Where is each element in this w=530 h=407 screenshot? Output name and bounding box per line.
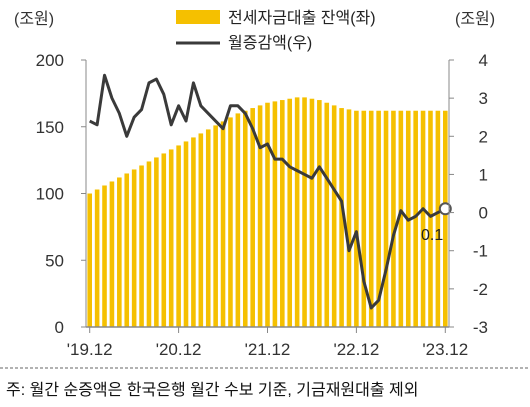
bar [102,185,107,327]
right-axis-unit: (조원) [455,10,495,28]
bar [354,110,359,327]
bar [242,110,248,327]
right-tick-label: -1 [473,242,488,261]
right-tick-label: 0 [479,204,488,223]
left-tick-label: 50 [45,251,64,270]
bar [146,161,152,327]
left-axis-ticks: 0 50 100 150 200 [36,51,86,337]
bar [235,113,241,328]
right-axis-ticks: -3 -2 -1 0 1 2 3 4 [449,51,488,337]
bar [346,109,352,328]
bar [309,98,315,327]
bar-series [87,97,448,328]
bar [317,100,322,327]
bar [368,110,374,327]
x-axis-ticks: '19.12 '20.12 '21.12 '22.12 '23.12 [67,327,468,359]
bar [302,97,307,327]
legend-bar-swatch [176,10,220,24]
bar [391,110,396,327]
bar [205,129,211,327]
bar [257,105,263,327]
bar [331,105,337,327]
line-path [89,73,446,310]
bar [87,193,92,327]
bar [161,153,167,327]
bar [280,100,285,327]
right-tick-label: -3 [473,318,488,337]
bar [265,102,270,327]
legend-line-label: 월증감액(우) [228,34,312,52]
left-tick-label: 0 [55,318,64,337]
legend: 전세자금대출 잔액(좌) 월증감액(우) [176,9,376,52]
right-tick-label: -2 [473,280,488,299]
bar [220,121,226,327]
bar [154,157,159,327]
x-tick-label: '21.12 [245,340,291,359]
x-tick-label: '23.12 [422,340,468,359]
bar [198,133,204,327]
right-tick-label: 2 [479,127,488,146]
bar [435,110,441,327]
bar [339,108,344,327]
annotation-last-value: 0.1 [421,227,443,244]
left-tick-label: 150 [36,118,64,137]
x-tick-label: '20.12 [156,340,202,359]
bar [361,110,367,327]
bar [228,117,233,327]
bar [398,110,404,327]
bar [213,125,218,327]
bar [176,145,181,327]
bar [376,110,381,327]
left-tick-label: 200 [36,51,64,70]
x-tick-label: '22.12 [333,340,379,359]
legend-bar-label: 전세자금대출 잔액(좌) [228,9,376,27]
right-tick-label: 4 [479,51,488,70]
bar [272,101,278,327]
bar [250,108,255,327]
last-point-marker [438,202,452,216]
bar [413,110,418,327]
bar [287,98,293,327]
x-tick-label: '19.12 [67,340,113,359]
footnote: 주: 월간 순증액은 한국은행 월간 수보 기준, 기금재원대출 제외 [6,381,418,399]
bar [139,165,144,327]
bar [117,177,122,327]
bar [294,97,300,327]
bar [109,181,115,327]
bar [168,149,174,327]
left-axis-unit: (조원) [14,10,54,28]
bar [124,173,130,327]
left-tick-label: 100 [36,185,64,204]
bar [420,110,426,327]
line-series [89,73,452,310]
bar [443,110,448,327]
bar [324,102,330,327]
bar [191,137,196,327]
right-tick-label: 3 [479,89,488,108]
bar [94,189,100,327]
bar [428,110,433,327]
bar [383,110,389,327]
right-tick-label: 1 [479,165,488,184]
bar [183,141,189,327]
bar [131,169,137,327]
